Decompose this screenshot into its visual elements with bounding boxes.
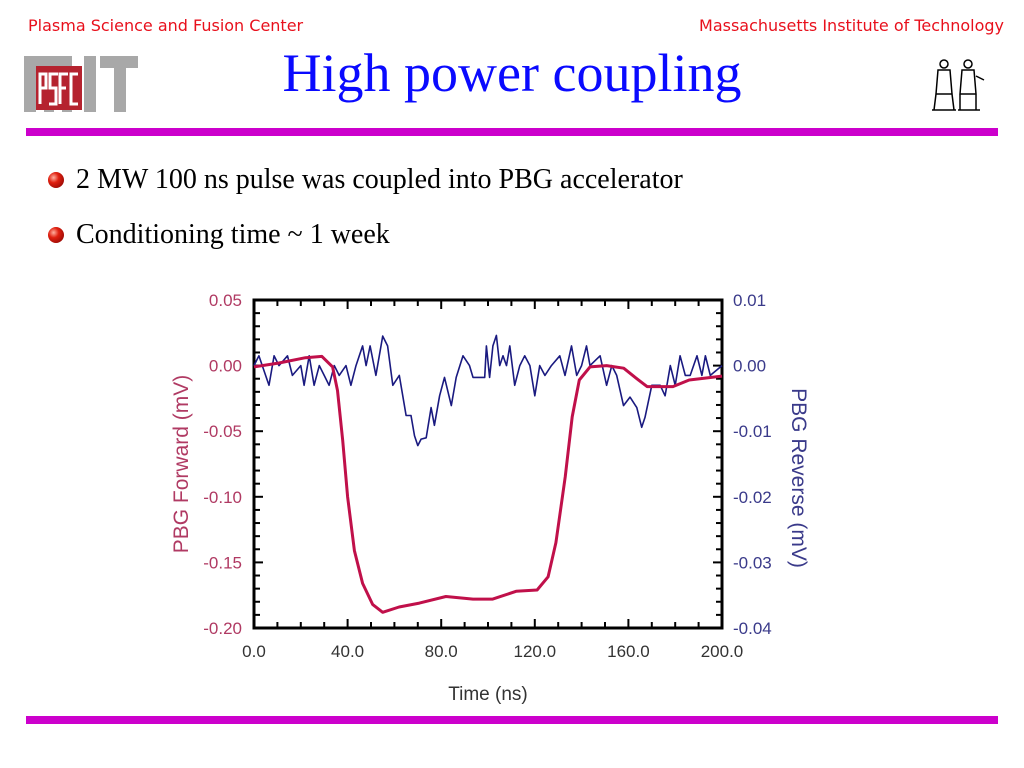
right-y-tick-label: -0.02: [733, 488, 772, 507]
right-y-tick-label: 0.00: [733, 357, 766, 376]
left-y-tick-label: -0.15: [203, 553, 242, 572]
left-y-tick-label: -0.05: [203, 422, 242, 441]
plot-frame: [252, 298, 724, 630]
page-title: High power coupling: [282, 43, 742, 103]
bullet-item: Conditioning time ~ 1 week: [48, 219, 390, 251]
x-axis-title: Time (ns): [448, 684, 528, 705]
left-y-tick-label: 0.05: [209, 291, 242, 310]
mit-seal-figures-logo: [932, 59, 985, 111]
pbg-forward-line: [253, 354, 723, 614]
right-y-tick-label: -0.01: [733, 422, 772, 441]
bullet-text: Conditioning time ~ 1 week: [76, 219, 390, 250]
left-y-tick-label: 0.00: [209, 357, 242, 376]
header-right-text: Massachusetts Institute of Technology: [699, 16, 1004, 35]
x-tick-label: 40.0: [331, 642, 364, 661]
right-y-tick-label: -0.04: [733, 619, 772, 638]
bullet-sphere-icon: [48, 227, 64, 243]
x-tick-label: 200.0: [701, 642, 744, 661]
mit-psfc-logo: [24, 56, 138, 112]
x-tick-label: 120.0: [514, 642, 557, 661]
right-y-tick-label: -0.03: [733, 553, 772, 572]
bottom-divider: [26, 716, 998, 724]
bullet-text: 2 MW 100 ns pulse was coupled into PBG a…: [76, 164, 683, 195]
left-y-tick-label: -0.10: [203, 488, 242, 507]
left-y-tick-label: -0.20: [203, 619, 242, 638]
right-y-tick-label: 0.01: [733, 291, 766, 310]
x-tick-label: 0.0: [242, 642, 266, 661]
x-tick-label: 80.0: [425, 642, 458, 661]
top-divider: [26, 128, 998, 136]
pbg-reverse-line: [253, 334, 723, 447]
bullet-sphere-icon: [48, 172, 64, 188]
x-tick-label: 160.0: [607, 642, 650, 661]
bullet-item: 2 MW 100 ns pulse was coupled into PBG a…: [48, 164, 683, 196]
left-axis-title: PBG Forward (mV): [170, 375, 193, 554]
header-left-text: Plasma Science and Fusion Center: [28, 16, 304, 35]
right-axis-title: PBG Reverse (mV): [787, 388, 810, 568]
